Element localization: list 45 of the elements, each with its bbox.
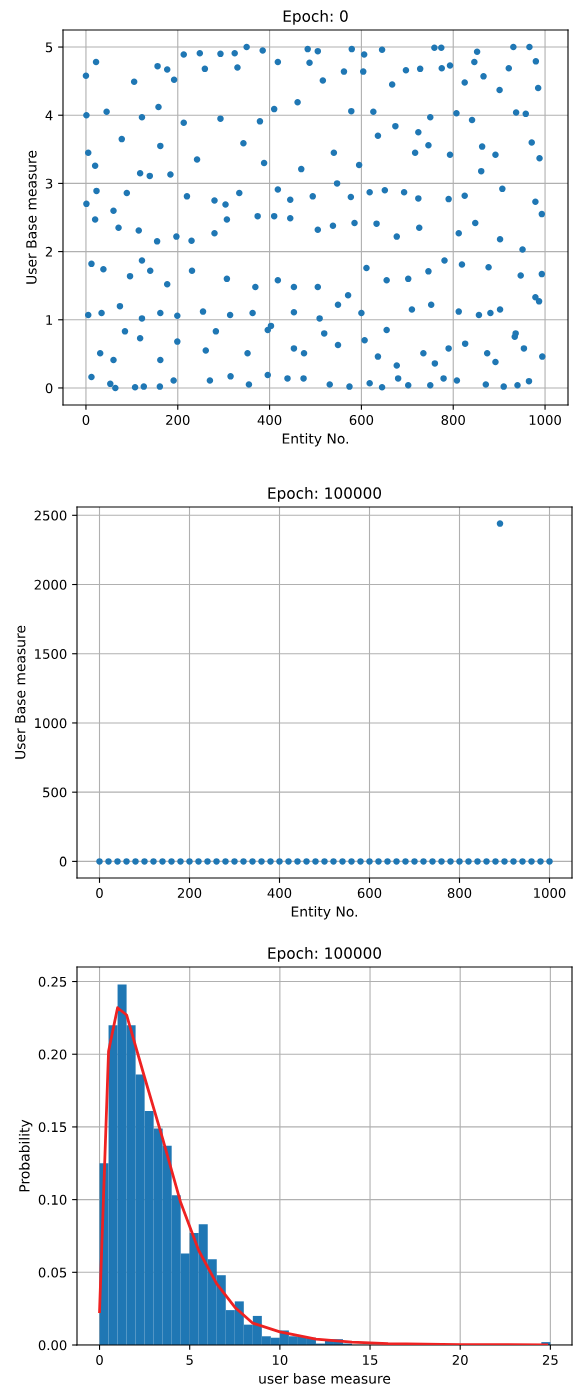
y-tick-label: 2000 [34,579,67,590]
y-tick-label: 0.00 [38,1340,67,1351]
chart-title: Epoch: 0 [283,10,348,25]
y-tick-label: 1500 [35,648,67,659]
x-tick-label: 0 [96,1354,103,1365]
x-tick-label: 15 [363,1355,378,1365]
y-tick-label: 0 [59,856,67,867]
y-tick-label: 4 [45,110,53,121]
x-tick-label: 400 [267,887,292,898]
y-axis-title: User Base measure [26,150,37,284]
y-tick-label: 0.10 [38,1194,67,1205]
x-tick-label: 25 [542,1354,558,1365]
y-tick-label: 0.05 [38,1267,67,1278]
x-tick-label: 0 [96,887,103,898]
y-tick-label: 2500 [34,510,67,521]
y-tick-label: 500 [43,787,67,798]
x-tick-label: 600 [349,414,374,425]
y-tick-label: 1 [46,315,53,325]
chart-title: Epoch: 100000 [268,947,382,962]
y-tick-label: 2 [45,246,52,257]
x-tick-label: 20 [452,1354,468,1365]
x-tick-label: 0 [82,414,90,425]
y-axis-title: User Base measure [15,625,26,759]
x-tick-label: 1000 [534,887,566,898]
y-tick-label: 0.20 [38,1049,67,1060]
x-tick-label: 200 [166,414,190,425]
y-axis-title: Probability [18,1119,33,1192]
y-tick-label: 5 [45,42,53,53]
x-tick-label: 800 [441,414,465,425]
x-tick-label: 400 [257,414,282,425]
y-tick-label: 0 [45,383,53,394]
x-tick-label: 5 [186,1355,193,1365]
y-tick-label: 0.15 [38,1122,67,1133]
chart-title: Epoch: 100000 [268,487,382,502]
x-tick-label: 600 [357,887,382,898]
x-tick-label: 200 [177,887,202,898]
x-tick-label: 800 [447,887,472,898]
x-axis-title: user base measure [259,1373,391,1384]
y-tick-label: 1000 [35,718,67,729]
x-tick-label: 1000 [529,414,561,425]
y-tick-label: 3 [45,178,53,189]
x-axis-title: Entity No. [282,433,349,447]
y-tick-label: 0.25 [38,976,67,987]
x-axis-title: Entity No. [291,906,358,920]
x-tick-label: 10 [272,1354,288,1365]
